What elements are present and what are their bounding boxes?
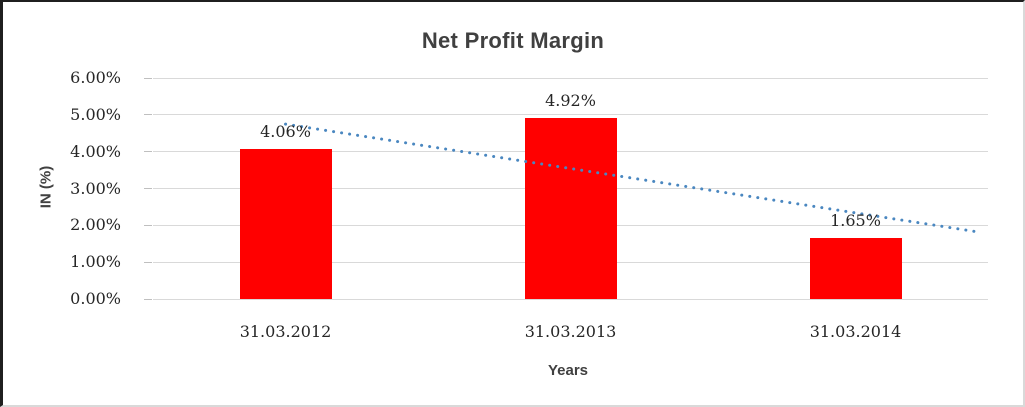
bar-value-label: 4.06% (260, 122, 311, 142)
y-tick-label: 3.00% (70, 178, 121, 198)
y-tick-label: 2.00% (70, 215, 121, 235)
y-tick-mark (144, 151, 152, 153)
y-tick-label: 4.00% (70, 141, 121, 161)
y-tick-label: 0.00% (70, 289, 121, 308)
x-axis-title: Years (547, 362, 589, 379)
y-tick-label: 1.00% (70, 252, 121, 272)
chart-title: Net Profit Margin (421, 28, 605, 53)
bar (809, 238, 902, 299)
y-tick-mark (144, 114, 152, 116)
y-tick-mark (144, 188, 152, 189)
x-tick-label: 31.03.2014 (809, 322, 902, 341)
x-tick-label: 31.03.2013 (524, 322, 617, 341)
y-tick-label: 6.00% (70, 68, 121, 87)
y-tick-label: 5.00% (70, 104, 121, 124)
x-tick-label: 31.03.2012 (239, 322, 332, 341)
trendline (284, 122, 983, 234)
y-tick-mark (144, 261, 152, 263)
y-tick-mark (144, 224, 152, 226)
bar (524, 117, 617, 299)
bar-value-label: 1.65% (830, 211, 881, 231)
bar (239, 149, 332, 299)
gridline (153, 298, 988, 300)
y-tick-mark (144, 298, 152, 300)
y-tick-mark (144, 77, 152, 79)
gridline (153, 77, 988, 79)
gridline (153, 114, 988, 116)
bar-value-label: 4.92% (545, 90, 596, 110)
